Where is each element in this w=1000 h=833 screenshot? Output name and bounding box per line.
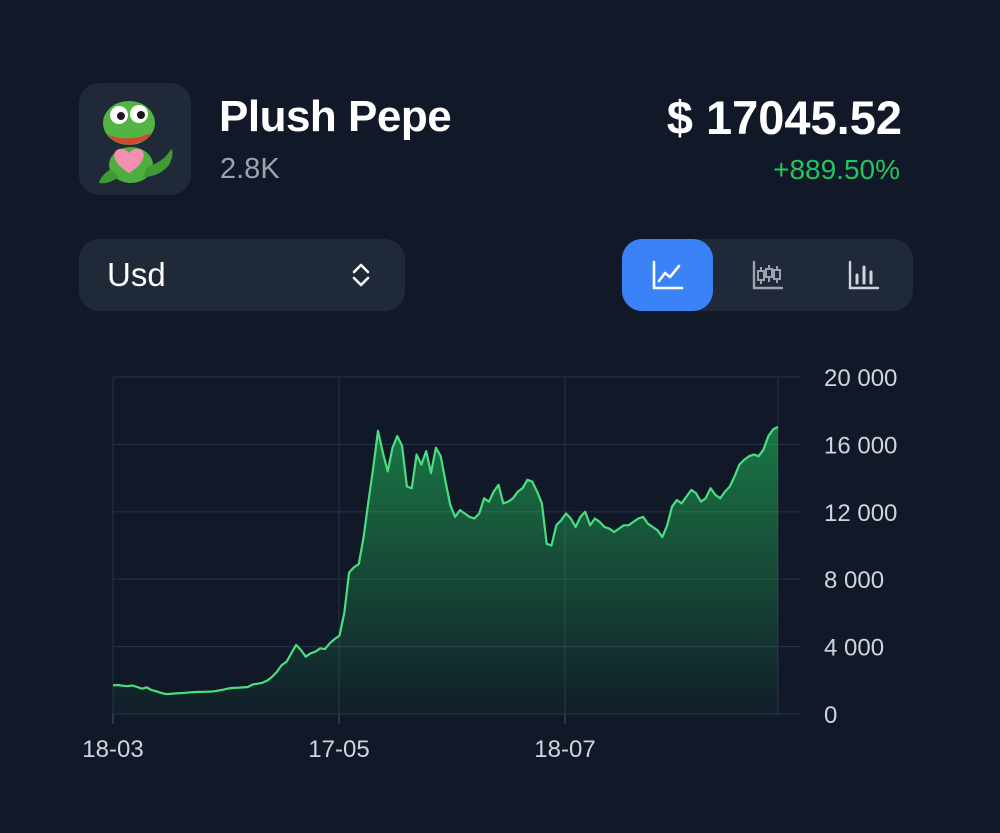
- item-avatar: [79, 83, 191, 195]
- currency-select[interactable]: Usd: [79, 239, 405, 311]
- candlestick-chart-icon: [752, 260, 783, 290]
- bar-chart-icon: [848, 260, 879, 290]
- item-price: $ 17045.52: [666, 91, 902, 144]
- chart-type-toggle: [622, 239, 913, 311]
- candlestick-chart-button[interactable]: [722, 239, 813, 311]
- currency-label: Usd: [107, 256, 166, 293]
- price-change: +889.50%: [773, 154, 900, 185]
- y-tick-label: 12 000: [824, 500, 897, 527]
- series-line: [112, 425, 779, 696]
- bar-chart-button[interactable]: [818, 239, 909, 311]
- chevron-up-down-icon: [352, 263, 370, 287]
- x-tick-label: 18-03: [82, 736, 143, 763]
- line-chart-button[interactable]: [622, 239, 713, 311]
- x-tick-label: 17-05: [308, 736, 369, 763]
- line-chart-icon: [652, 260, 683, 290]
- y-tick-label: 8 000: [824, 567, 884, 594]
- pepe-plush-icon: [99, 101, 173, 184]
- y-tick-label: 0: [824, 702, 837, 729]
- series-area: [113, 426, 778, 714]
- item-count: 2.8K: [220, 153, 280, 185]
- x-tick-label: 18-07: [534, 736, 595, 763]
- y-tick-label: 20 000: [824, 365, 897, 392]
- item-name: Plush Pepe: [219, 92, 452, 141]
- y-tick-label: 16 000: [824, 432, 897, 459]
- y-tick-label: 4 000: [824, 635, 884, 662]
